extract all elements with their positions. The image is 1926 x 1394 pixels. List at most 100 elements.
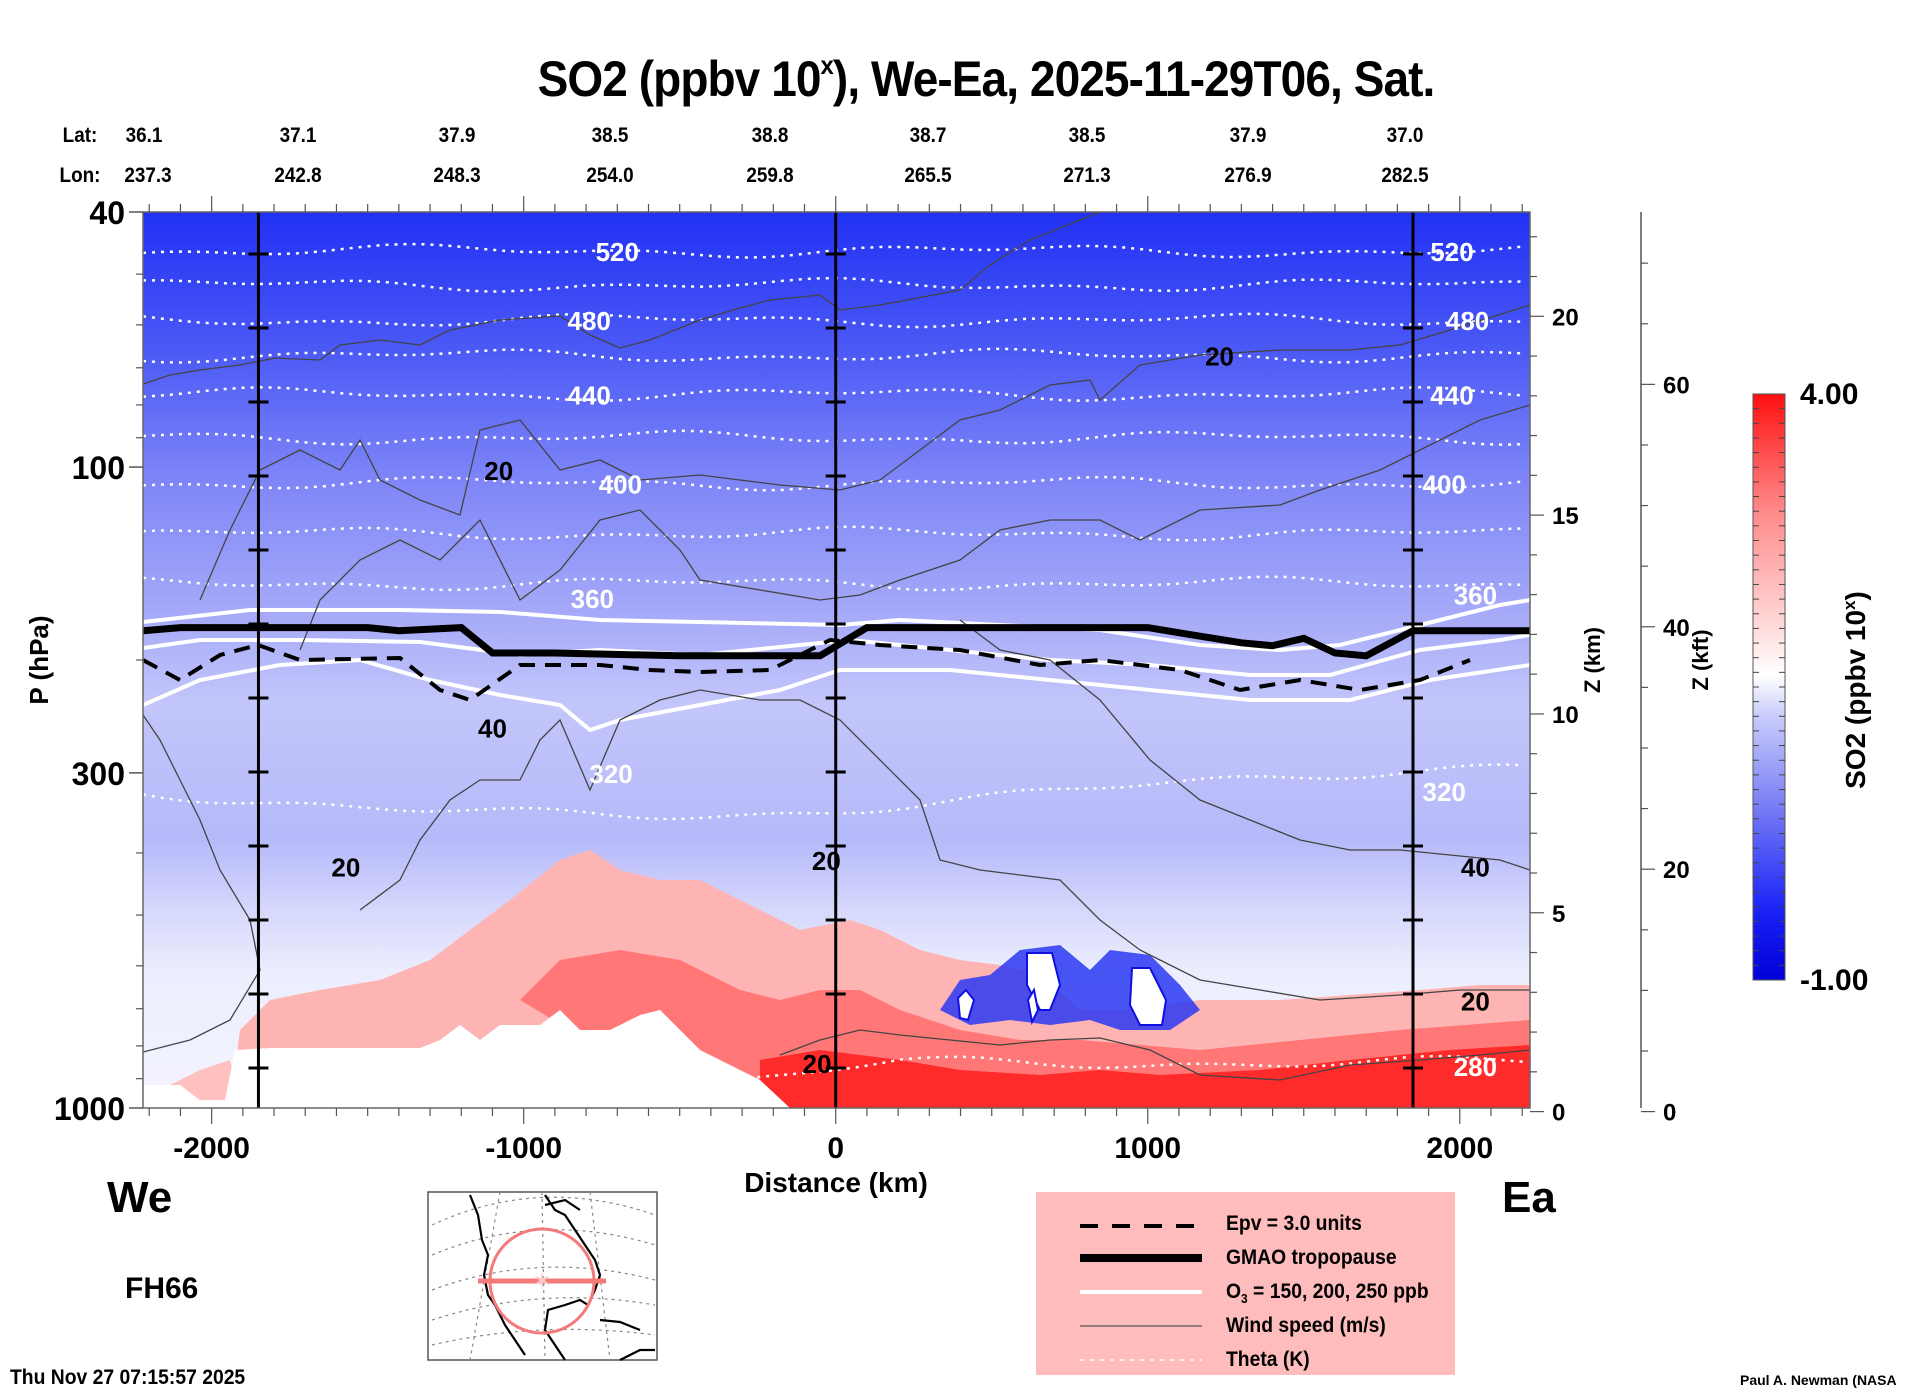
inset-map: ✶ bbox=[427, 1191, 658, 1361]
lat-value: 37.0 bbox=[1386, 124, 1424, 147]
theta-contour-480 bbox=[143, 312, 1524, 329]
x-tick-label: 0 bbox=[827, 1132, 844, 1165]
wind-speed-label: 20 bbox=[1205, 342, 1234, 372]
theta-label: 400 bbox=[1422, 469, 1465, 499]
legend-label: Theta (K) bbox=[1226, 1348, 1310, 1371]
theta-contour-440 bbox=[143, 386, 1524, 403]
lat-label: Lat: bbox=[62, 124, 98, 147]
lon-value: 259.8 bbox=[746, 164, 794, 187]
so2-max-region bbox=[760, 1045, 1530, 1108]
theta-contour-380 bbox=[143, 525, 1524, 542]
lon-value: 254.0 bbox=[586, 164, 634, 187]
theta-label: 320 bbox=[1422, 777, 1465, 807]
wind-20-low bbox=[143, 714, 261, 1053]
legend-thin-line-icon bbox=[1080, 1325, 1202, 1327]
east-label: Ea bbox=[1502, 1173, 1556, 1222]
y-tick-label: 1000 bbox=[54, 1091, 125, 1127]
wind-20-mid bbox=[199, 304, 1530, 601]
gmao-tropopause-line bbox=[143, 624, 1530, 660]
theta-label: 520 bbox=[596, 237, 639, 267]
lon-value: 265.5 bbox=[904, 164, 952, 187]
map-center-star-icon: ✶ bbox=[532, 1268, 552, 1295]
legend-item-tropopause: GMAO tropopause bbox=[1036, 1242, 1455, 1276]
legend-heavy-line-icon bbox=[1080, 1254, 1202, 1262]
legend: Epv = 3.0 units GMAO tropopause O3 = 150… bbox=[1036, 1192, 1455, 1375]
lon-value: 276.9 bbox=[1224, 164, 1272, 187]
colorbar: 4.00 -1.00 SO2 (ppbv 10x) bbox=[1752, 378, 1871, 997]
theta-label: 400 bbox=[599, 469, 642, 499]
legend-item-ozone: O3 = 150, 200, 250 ppb bbox=[1036, 1276, 1455, 1310]
lon-value: 271.3 bbox=[1063, 164, 1111, 187]
theta-labels: 520 520 480 480 440 440 400 400 360 360 320 320 280 bbox=[568, 237, 1498, 1082]
theta-label: 440 bbox=[1430, 380, 1473, 410]
x-axis-title: Distance (km) bbox=[744, 1167, 928, 1198]
theta-contour-320 bbox=[143, 763, 1524, 821]
wind-40 bbox=[299, 404, 1530, 651]
zkft-tick-label: 0 bbox=[1663, 1100, 1676, 1127]
wind-40-right bbox=[959, 619, 1530, 871]
lon-value: 242.8 bbox=[274, 164, 322, 187]
z-kft-axis: 0 20 40 60 bbox=[1640, 212, 1690, 1127]
lat-value: 38.5 bbox=[591, 124, 629, 147]
lon-label: Lon: bbox=[59, 164, 101, 187]
title-main: SO2 (ppbv 10 bbox=[537, 51, 822, 107]
theta-label: 320 bbox=[589, 759, 632, 789]
west-label: We bbox=[107, 1173, 173, 1222]
theta-label: 280 bbox=[1454, 1052, 1497, 1082]
lat-value: 37.1 bbox=[279, 124, 317, 147]
colorbar-title: SO2 (ppbv 10x) bbox=[1840, 591, 1871, 789]
forecast-hour: FH66 bbox=[125, 1272, 199, 1305]
y-tick-label: 100 bbox=[72, 450, 125, 486]
ozone-150 bbox=[143, 598, 1530, 653]
theta-contour-460 bbox=[143, 347, 1524, 364]
zkft-tick-label: 40 bbox=[1663, 615, 1690, 642]
distance-axis: -2000 -1000 0 1000 2000 bbox=[148, 196, 1523, 1165]
theta-label: 480 bbox=[568, 306, 611, 336]
z-kft-axis-title: Z (kft) bbox=[1688, 629, 1713, 690]
theta-label: 440 bbox=[568, 380, 611, 410]
y-tick-label: 300 bbox=[72, 756, 125, 792]
lat-value: 38.7 bbox=[909, 124, 947, 147]
lat-value: 36.1 bbox=[125, 124, 163, 147]
theta-contour-360 bbox=[143, 575, 1524, 592]
wind-speed-label: 20 bbox=[331, 853, 360, 883]
legend-label: Wind speed (m/s) bbox=[1226, 1314, 1386, 1337]
chart-title: SO2 (ppbv 10x), We-Ea, 2025-11-29T06, Sa… bbox=[77, 50, 1849, 108]
lon-value: 237.3 bbox=[124, 164, 172, 187]
theta-contour-520 bbox=[143, 242, 1524, 259]
lat-value: 37.9 bbox=[438, 124, 476, 147]
zkft-tick-label: 60 bbox=[1663, 372, 1690, 399]
legend-item-wind: Wind speed (m/s) bbox=[1036, 1310, 1455, 1344]
zkm-tick-label: 5 bbox=[1552, 901, 1565, 928]
so2-below-range-holes bbox=[956, 952, 1168, 1026]
theta-label: 520 bbox=[1430, 237, 1473, 267]
legend-label: O3 = 150, 200, 250 ppb bbox=[1226, 1280, 1429, 1307]
theta-label: 360 bbox=[571, 584, 614, 614]
wind-speed-label: 20 bbox=[803, 1049, 832, 1079]
theta-label: 360 bbox=[1454, 580, 1497, 610]
zkft-tick-label: 20 bbox=[1663, 857, 1690, 884]
y-tick-label: 40 bbox=[89, 195, 125, 231]
legend-label: GMAO tropopause bbox=[1226, 1246, 1397, 1269]
timestamp: Thu Nov 27 07:15:57 2025 bbox=[10, 1366, 246, 1389]
legend-item-theta: Theta (K) bbox=[1036, 1344, 1455, 1378]
wind-20-center bbox=[359, 689, 1530, 1001]
wind-speed-contours bbox=[143, 212, 1530, 1081]
colorbar-max-label: 4.00 bbox=[1800, 378, 1858, 411]
zkm-tick-label: 10 bbox=[1552, 702, 1579, 729]
surface-topography bbox=[143, 1010, 790, 1108]
lon-value: 248.3 bbox=[433, 164, 481, 187]
theta-contour-420 bbox=[143, 429, 1524, 446]
wind-speed-label: 20 bbox=[1461, 987, 1490, 1017]
wind-20-upper bbox=[143, 212, 1101, 385]
vertical-section-markers bbox=[248, 212, 1423, 1108]
legend-dashed-line-icon bbox=[1080, 1224, 1202, 1228]
zkm-tick-label: 15 bbox=[1552, 503, 1579, 530]
pressure-axis: 40 100 300 1000 bbox=[54, 195, 143, 1127]
theta-contour-400 bbox=[143, 475, 1524, 492]
y-axis-title: P (hPa) bbox=[24, 615, 54, 704]
legend-item-epv: Epv = 3.0 units bbox=[1036, 1208, 1455, 1242]
z-km-axis-title: Z (km) bbox=[1580, 627, 1605, 693]
